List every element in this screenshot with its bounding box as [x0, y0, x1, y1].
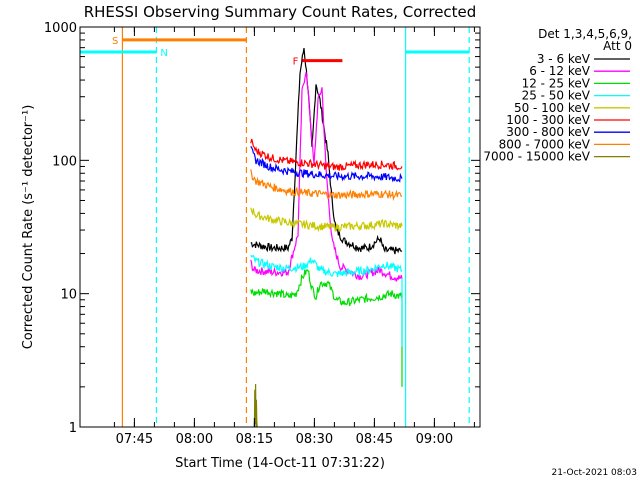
series-line-2 [250, 269, 403, 307]
y-axis: 1 10 100 1000 [44, 21, 480, 436]
legend-header-line2: Att 0 [603, 39, 632, 53]
chart-title: RHESSI Observing Summary Count Rates, Co… [84, 3, 477, 21]
legend-entry-label: 800 - 7000 keV [499, 137, 591, 151]
flag-label: S [112, 36, 118, 47]
legend-entry-label: 50 - 100 keV [514, 101, 591, 115]
y-tick-label: 1000 [44, 21, 77, 36]
footer-timestamp: 21-Oct-2021 08:03 [552, 468, 637, 478]
x-axis-label: Start Time (14-Oct-11 07:31:22) [175, 456, 385, 471]
series-line-6 [250, 146, 403, 183]
x-axis: 07:45 08:00 08:15 08:30 08:45 09:00 [113, 27, 475, 447]
legend-entry-label: 25 - 50 keV [522, 89, 591, 103]
y-tick-label: 10 [60, 288, 77, 303]
legend-entry-label: 300 - 800 keV [506, 125, 590, 139]
legend-entry-label: 6 - 12 keV [529, 64, 591, 78]
legend-entry-label: 7000 - 15000 keV [483, 150, 590, 164]
series-line-8 [253, 383, 258, 428]
x-tick-label: 08:45 [356, 432, 393, 447]
series-line-7 [250, 169, 403, 202]
legend-header-line1: Det 1,3,4,5,6,9, [538, 27, 632, 41]
legend-entry-label: 3 - 6 keV [537, 52, 591, 66]
series-line-4 [250, 207, 403, 233]
series-line-3 [250, 254, 403, 278]
plot-area: S N F [80, 27, 470, 428]
series-line-5 [250, 138, 403, 171]
flag-label: F [293, 57, 299, 68]
series-line-0 [250, 48, 403, 255]
y-axis-label: Corrected Count Rate (s⁻¹ detector⁻¹) [21, 105, 36, 350]
x-tick-label: 08:00 [176, 432, 213, 447]
y-tick-label: 100 [52, 154, 77, 169]
x-tick-label: 08:30 [296, 432, 333, 447]
x-tick-label: 07:45 [116, 432, 153, 447]
x-tick-label: 08:15 [236, 432, 273, 447]
x-tick-label: 09:00 [416, 432, 453, 447]
flag-label: N [160, 48, 167, 59]
legend-entry-label: 100 - 300 keV [506, 113, 590, 127]
legend-entry-label: 12 - 25 keV [522, 76, 591, 90]
plot-frame [79, 26, 481, 428]
y-tick-label: 1 [69, 421, 77, 436]
